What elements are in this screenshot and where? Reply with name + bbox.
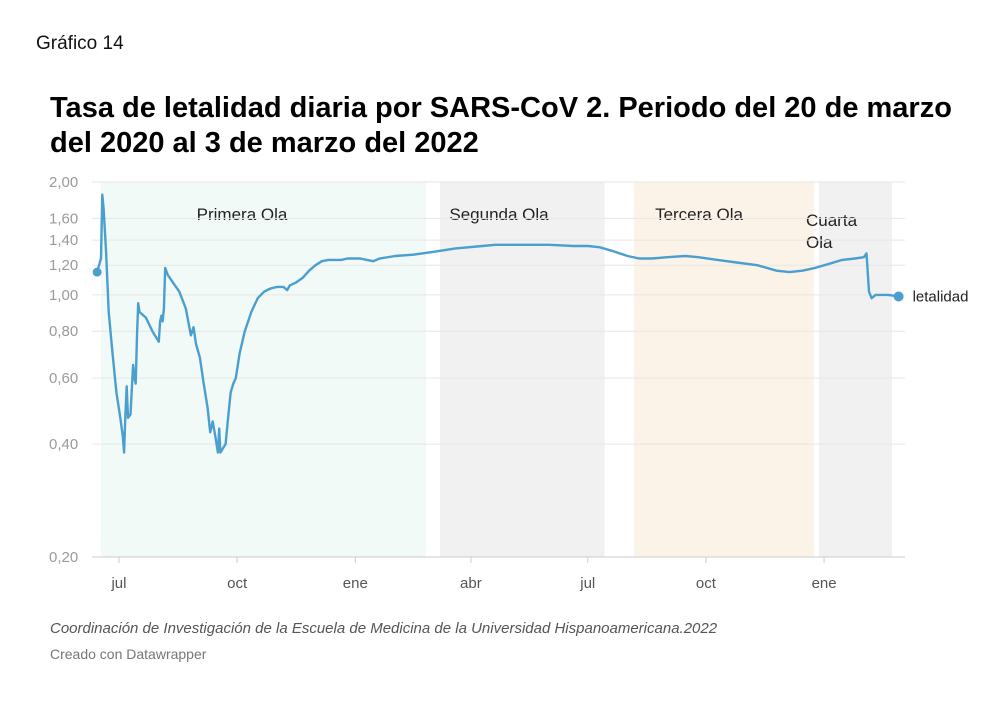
wave-band — [634, 182, 814, 557]
series-label: letalidad — [913, 289, 969, 306]
chart-title: Tasa de letalidad diaria por SARS-CoV 2.… — [50, 92, 952, 159]
wave-band — [100, 182, 426, 557]
y-tick-label: 0,80 — [49, 323, 78, 340]
wave-label: Tercera Ola — [655, 205, 743, 224]
series-start-point — [92, 267, 102, 277]
y-gridlines — [92, 181, 905, 558]
y-tick-label: 1,60 — [49, 210, 78, 227]
y-tick-label: 0,40 — [49, 436, 78, 453]
y-tick-label: 1,20 — [49, 257, 78, 274]
credit-note: Creado con Datawrapper — [50, 646, 207, 662]
wave-band — [440, 182, 605, 557]
y-tick-label: 0,60 — [49, 370, 78, 387]
wave-label: Primera Ola — [197, 205, 288, 224]
series-line — [95, 193, 899, 454]
x-tick-label: abr — [460, 575, 482, 592]
x-tick-label: oct — [227, 575, 248, 592]
wave-band — [818, 182, 892, 557]
figure-label: Gráfico 14 — [36, 33, 124, 54]
wave-bands: Primera Ola Segunda Ola Tercera Ola Cuarta O… — [100, 182, 892, 557]
y-tick-label: 0,20 — [49, 549, 78, 566]
y-axis-labels: 2,00 1,60 1,40 1,20 1,00 0,80 0,60 0,40 0,20 — [49, 174, 78, 566]
x-tick-label: ene — [343, 575, 368, 592]
y-tick-label: 2,00 — [49, 174, 78, 191]
series-end-point — [893, 291, 904, 302]
series-layer: letalidad — [92, 193, 969, 454]
x-tick-label: jul — [579, 575, 595, 592]
y-tick-label: 1,00 — [49, 287, 78, 304]
source-note: Coordinación de Investigación de la Escu… — [50, 620, 718, 637]
x-tick-label: ene — [812, 575, 837, 592]
x-tick-label: jul — [110, 575, 126, 592]
x-tick-label: oct — [696, 575, 717, 592]
wave-label: Segunda Ola — [449, 205, 549, 224]
y-tick-label: 1,40 — [49, 232, 78, 249]
x-axis-labels: jul oct ene abr jul oct ene — [110, 557, 837, 592]
wave-label: Cuarta Ola — [806, 211, 858, 252]
